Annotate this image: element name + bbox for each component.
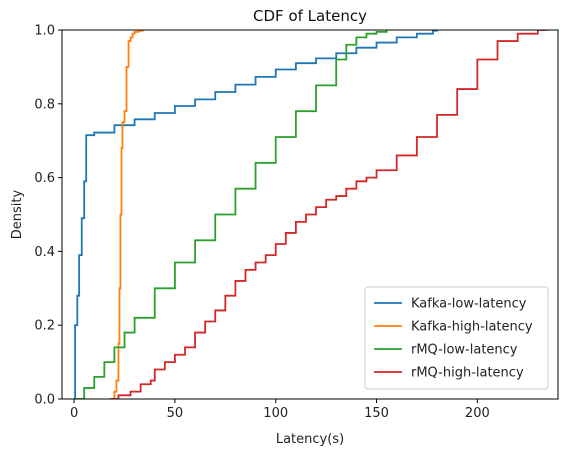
legend-label: Kafka-high-latency: [411, 320, 533, 335]
axes-frame: [61, 29, 559, 400]
y-tick-label: 1.0: [34, 24, 55, 39]
series-line-rmq-high-latency: [110, 30, 548, 399]
legend-label: rMQ-low-latency: [411, 343, 518, 358]
y-tick-label: 0.8: [34, 97, 55, 112]
x-axis-label: Latency(s): [276, 432, 344, 447]
series-line-kafka-high-latency: [110, 30, 144, 399]
x-tick-label: 150: [364, 406, 389, 421]
series-line-rmq-low-latency: [74, 30, 388, 399]
y-tick-label: 0.4: [34, 245, 55, 260]
x-tick-label: 100: [263, 406, 288, 421]
y-tick-label: 0.2: [34, 319, 55, 334]
y-axis-label: Density: [10, 189, 25, 239]
series-line-kafka-low-latency: [74, 30, 438, 399]
legend-box: [364, 286, 549, 390]
x-tick-label: 50: [167, 406, 184, 421]
chart-title: CDF of Latency: [253, 7, 367, 25]
legend-label: Kafka-low-latency: [411, 297, 527, 312]
plot-area: 0 50 100 150 200 0.0 0.2 0.4 0.6 0.8 1.0: [34, 24, 559, 421]
x-tick-label: 200: [465, 406, 490, 421]
legend-label: rMQ-high-latency: [411, 366, 524, 381]
legend: Kafka-low-latency Kafka-high-latency rMQ-l…: [364, 286, 549, 390]
y-tick-label: 0.0: [34, 393, 55, 408]
y-tick-label: 0.6: [34, 171, 55, 186]
x-tick-label: 0: [70, 406, 78, 421]
